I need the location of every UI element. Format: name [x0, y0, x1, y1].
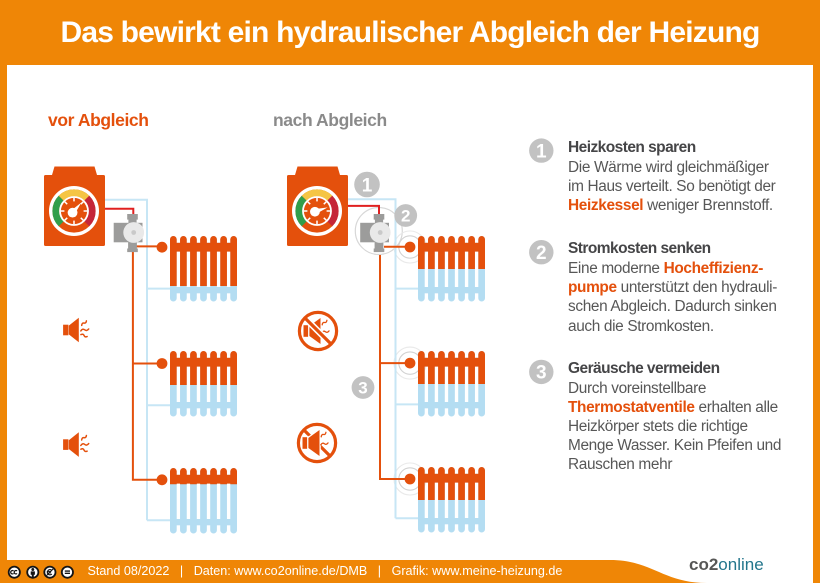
svg-text:2: 2	[401, 207, 410, 226]
svg-text:1: 1	[362, 175, 373, 196]
svg-text:3: 3	[536, 363, 547, 384]
svg-text:1: 1	[536, 141, 547, 162]
svg-text:2: 2	[536, 243, 547, 264]
svg-text:3: 3	[358, 379, 367, 398]
